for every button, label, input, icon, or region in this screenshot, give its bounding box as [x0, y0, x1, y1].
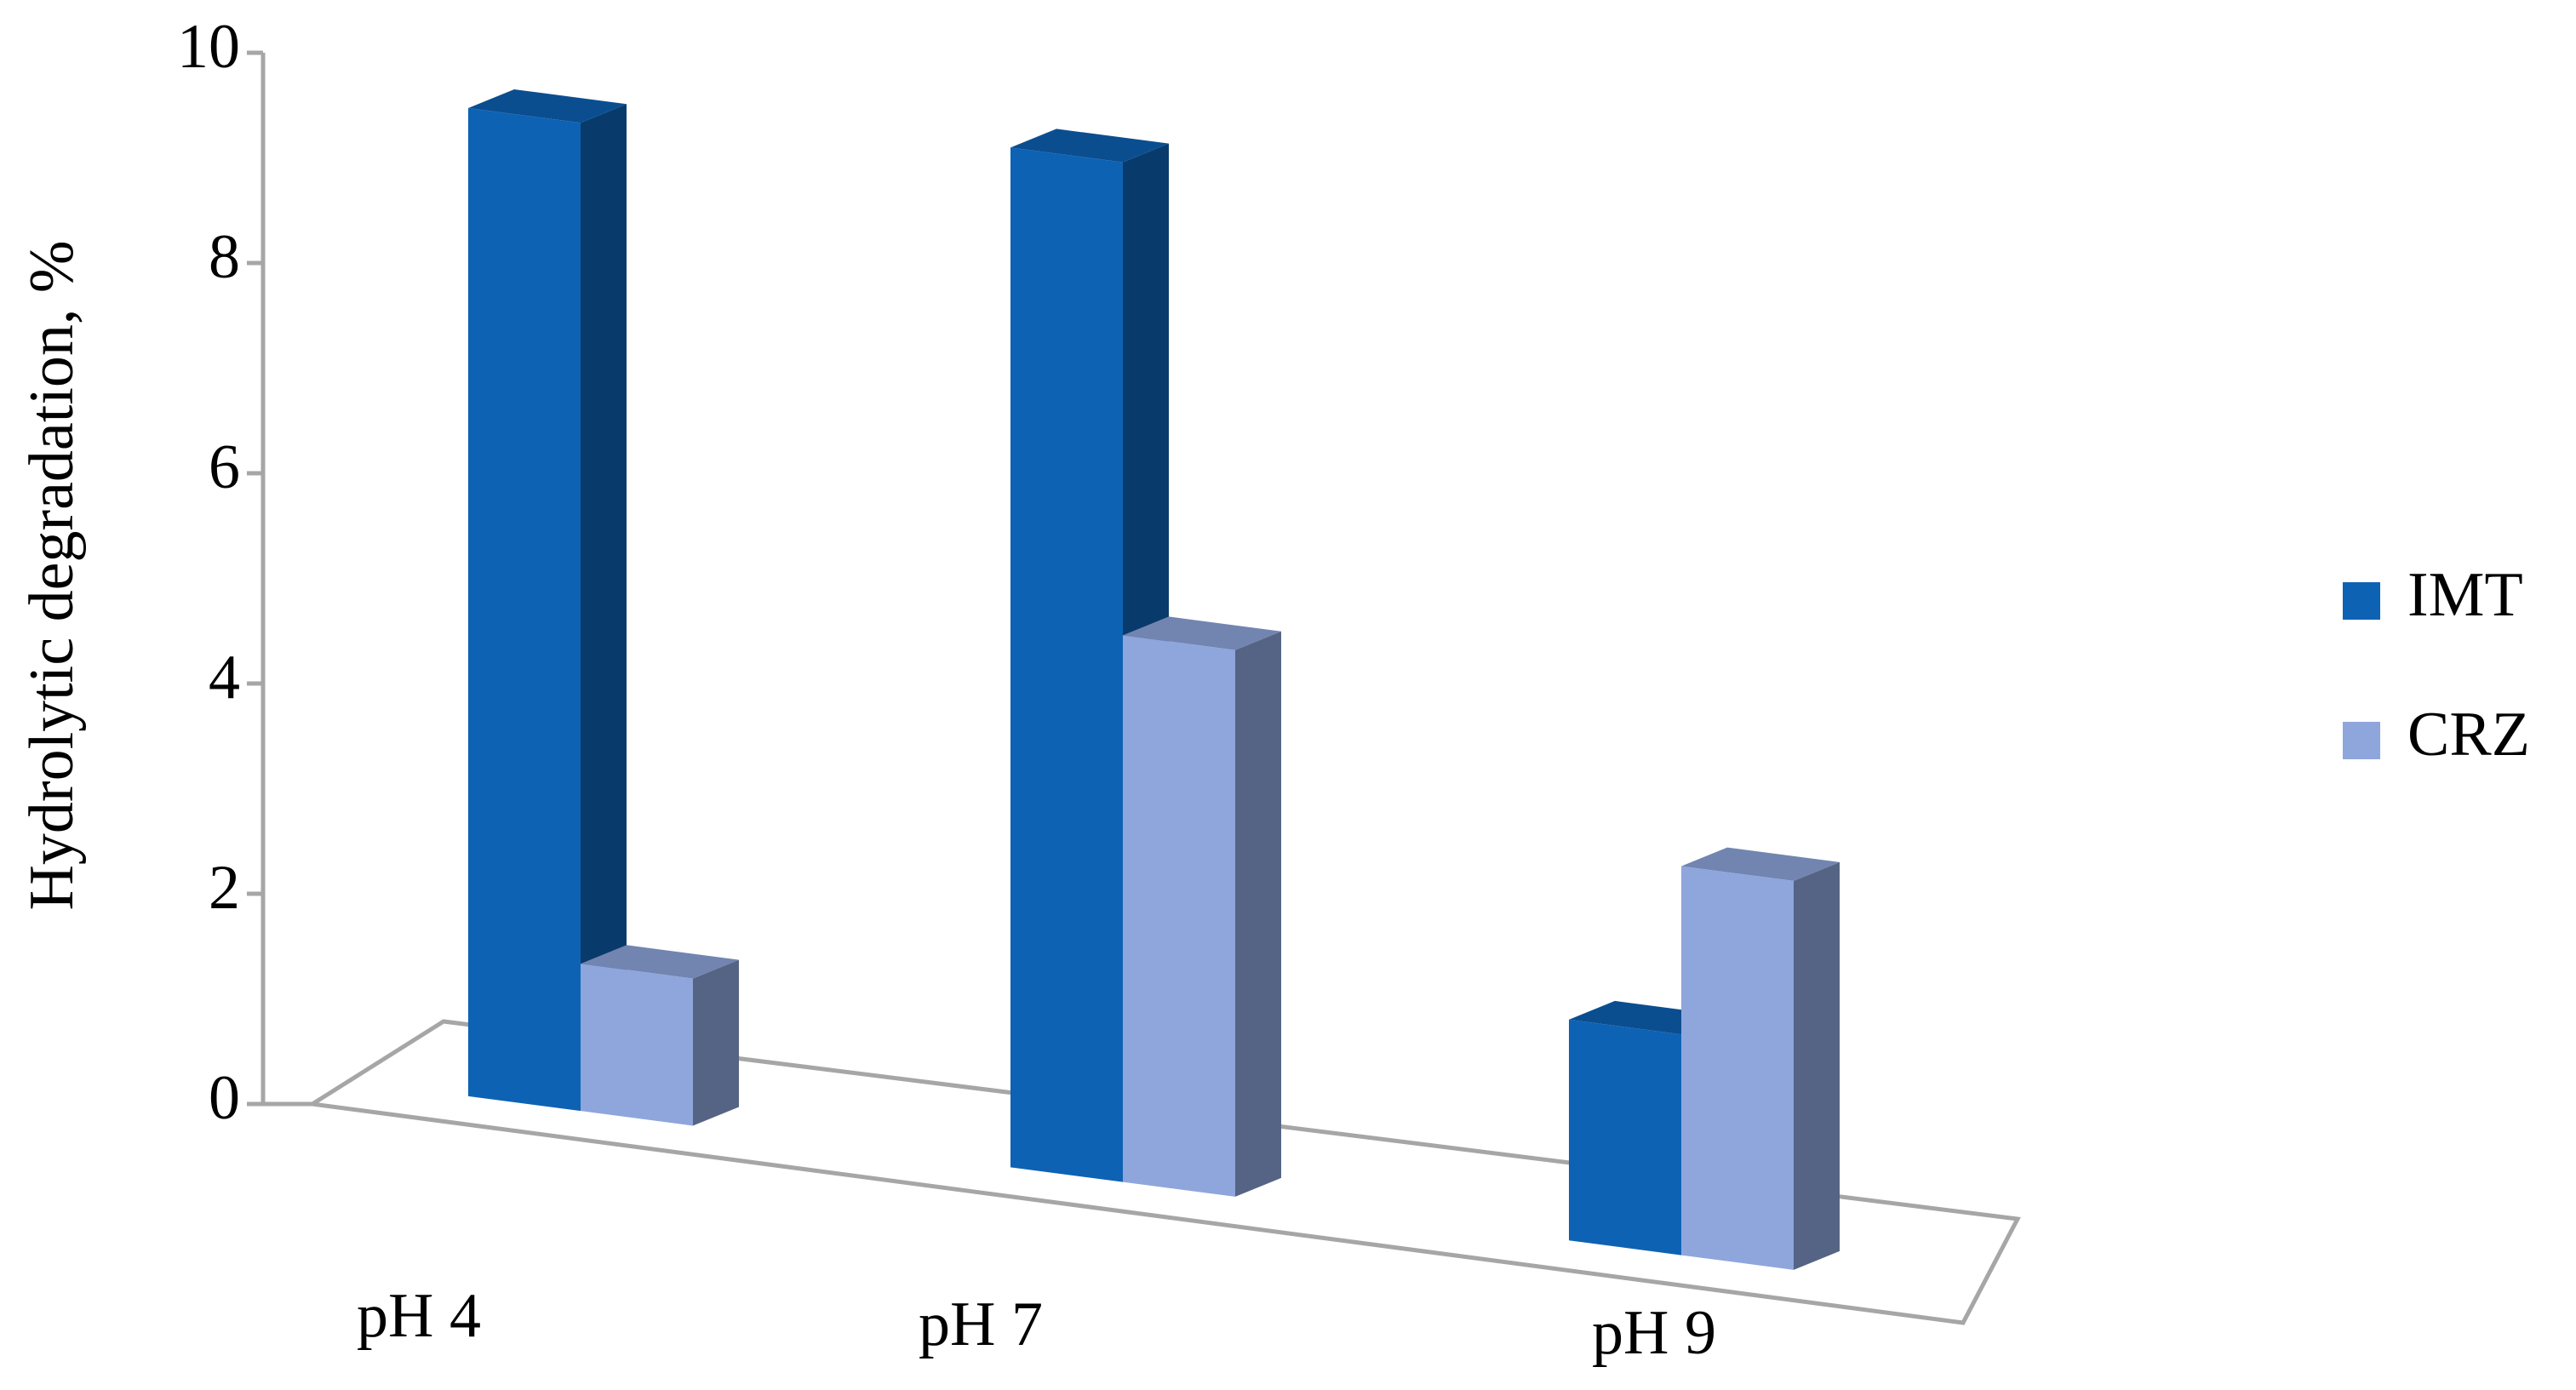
bar-top	[1010, 129, 1169, 163]
bar-front	[1123, 635, 1235, 1197]
legend-swatch	[2343, 582, 2380, 620]
bar-top	[1123, 616, 1281, 650]
x-tick-label: pH 9	[1592, 1298, 1716, 1368]
y-tick-label: 10	[177, 12, 240, 82]
bar	[1123, 616, 1281, 1197]
bar-front	[1010, 147, 1123, 1182]
bar	[1681, 847, 1840, 1270]
x-tick-label: pH 7	[919, 1290, 1043, 1359]
y-tick-label: 2	[209, 853, 240, 923]
bar-front	[468, 107, 581, 1112]
legend-swatch	[2343, 722, 2380, 759]
legend-label: IMT	[2407, 560, 2523, 630]
bar-side	[581, 104, 627, 1112]
bar-top	[1681, 847, 1840, 881]
y-tick-label: 0	[209, 1063, 240, 1133]
x-tick-label: pH 4	[357, 1281, 481, 1351]
floor	[306, 1019, 2021, 1325]
bar-front	[1569, 1019, 1681, 1256]
bar	[468, 89, 627, 1112]
y-tick-label: 6	[209, 432, 240, 502]
bar-front	[581, 964, 693, 1126]
bar-front	[1681, 866, 1794, 1270]
bar	[581, 945, 739, 1126]
bar-side	[693, 959, 739, 1126]
y-tick-label: 4	[209, 643, 240, 712]
bar-top	[468, 89, 627, 123]
bar-top	[581, 945, 739, 979]
bar-side	[1794, 861, 1840, 1270]
bar-side	[1235, 631, 1281, 1197]
y-tick-label: 8	[209, 222, 240, 292]
legend-label: CRZ	[2407, 700, 2530, 769]
y-axis-label: Hydrolytic degradation, %	[17, 240, 87, 910]
